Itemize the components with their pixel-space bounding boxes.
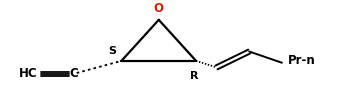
- Text: C: C: [69, 67, 78, 80]
- Text: R: R: [190, 71, 198, 81]
- Text: O: O: [154, 2, 164, 15]
- Text: HC: HC: [19, 67, 38, 80]
- Text: Pr-n: Pr-n: [287, 54, 315, 67]
- Text: S: S: [108, 46, 116, 56]
